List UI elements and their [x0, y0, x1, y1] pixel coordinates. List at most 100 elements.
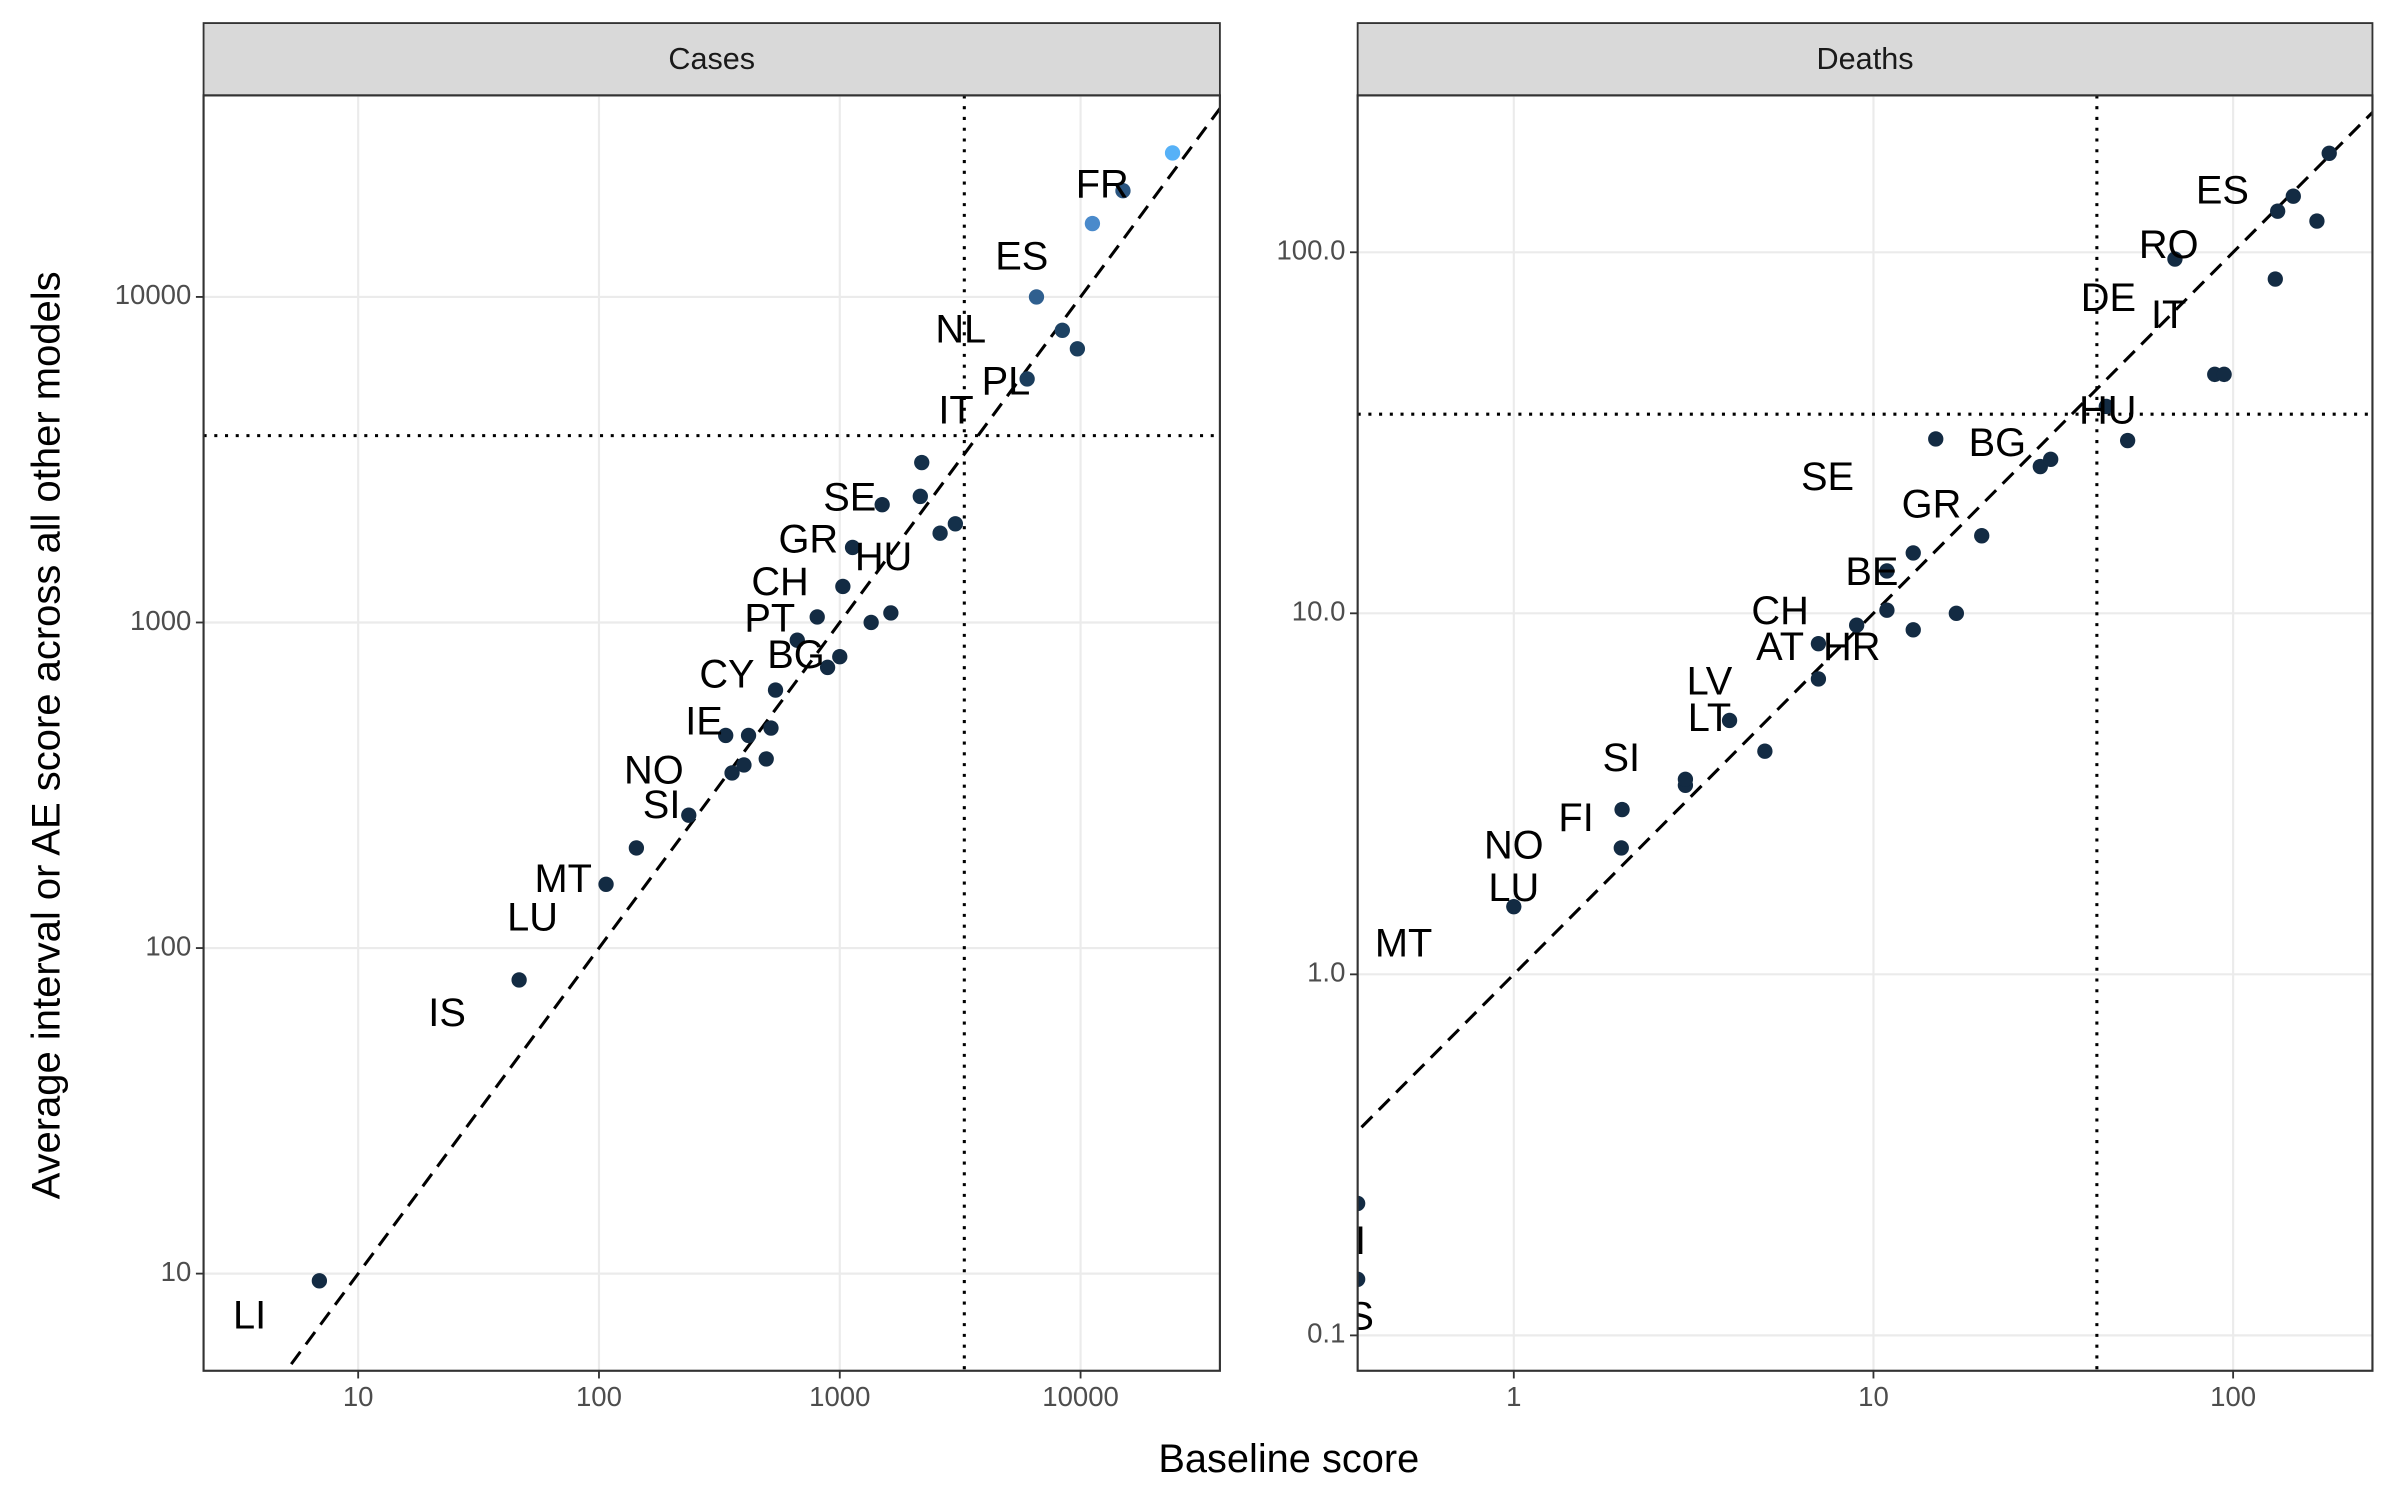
annotation: ES	[995, 234, 1048, 278]
annotation: GR	[1902, 482, 1962, 526]
point	[1810, 671, 1827, 687]
annotation: FR	[1076, 162, 1129, 206]
point	[844, 539, 861, 556]
annotation: SE	[823, 475, 876, 519]
annotation: LU	[507, 895, 558, 939]
x-tick-label: 10	[1858, 1381, 1889, 1412]
y-tick-label: 100.0	[1276, 235, 1345, 266]
point	[2216, 366, 2232, 383]
annotation: IS	[428, 991, 466, 1035]
annotation: BG	[1969, 421, 2026, 465]
annotation: PL	[982, 360, 1031, 404]
point	[1054, 322, 1070, 338]
point	[914, 454, 930, 471]
annotation: SI	[1602, 736, 1640, 780]
annotation: CY	[699, 652, 754, 696]
point	[2119, 432, 2136, 449]
annotation: PT	[744, 597, 795, 641]
point	[789, 632, 805, 648]
annotation: IT	[2151, 293, 2186, 337]
point	[1677, 771, 1694, 787]
point	[758, 751, 774, 767]
point	[1948, 605, 1964, 622]
point	[740, 727, 757, 744]
point	[1928, 431, 1944, 447]
point	[1357, 1195, 1366, 1212]
panel-border	[1356, 94, 2374, 1372]
point	[874, 497, 890, 513]
annotation: LV	[1687, 659, 1733, 703]
point	[1084, 215, 1101, 232]
annotation: IT	[938, 388, 973, 432]
annotation: BG	[767, 633, 824, 677]
point	[819, 659, 836, 676]
point	[736, 757, 752, 773]
point	[2309, 213, 2325, 229]
point	[1879, 602, 1895, 618]
annotation: DE	[2081, 276, 2136, 320]
point	[2270, 203, 2286, 219]
y-axis-title: Average interval or AE score across all …	[25, 271, 69, 1199]
annotation: NL	[935, 308, 986, 352]
point	[1028, 289, 1045, 305]
point	[1849, 617, 1865, 633]
point	[1810, 635, 1827, 652]
y-tick-label: 100	[145, 930, 191, 961]
point	[863, 614, 879, 631]
annotation: CH	[1751, 589, 1808, 633]
point	[1757, 743, 1773, 759]
annotation: NO	[624, 748, 684, 792]
point	[511, 972, 527, 988]
point	[1019, 371, 1035, 387]
point	[1069, 341, 1086, 357]
point	[724, 765, 740, 781]
annotation: HU	[855, 535, 912, 579]
y-tick-label: 1000	[130, 605, 191, 636]
point	[2098, 398, 2114, 415]
annotation: MT	[1375, 921, 1432, 965]
y-tick-label: 0.1	[1307, 1318, 1345, 1349]
annotation: MT	[534, 857, 591, 901]
y-tick-label: 10	[161, 1256, 192, 1287]
point	[947, 516, 964, 532]
x-axis-title: Baseline score	[1158, 1437, 1419, 1481]
x-tick-label: 1	[1506, 1381, 1521, 1412]
point	[2285, 188, 2301, 204]
point	[763, 720, 779, 736]
annotation: CH	[751, 560, 808, 604]
point	[2167, 251, 2183, 267]
annotation: ES	[2196, 168, 2249, 212]
panel-background	[1357, 95, 2373, 1371]
annotation: LU	[1488, 866, 1539, 910]
point	[809, 609, 825, 625]
panel: Cases 10 100 1000 10000 10 100 1000 10000 LI IS LUM…	[115, 22, 1221, 1412]
point	[1115, 183, 1131, 199]
point	[1721, 712, 1738, 729]
annotation: RO	[2139, 223, 2199, 267]
panel-background	[203, 95, 1220, 1371]
point	[2321, 145, 2337, 161]
panel-border	[202, 94, 1221, 1372]
annotation: NO	[1484, 823, 1544, 867]
point	[311, 1273, 328, 1289]
y-tick-label: 10.0	[1292, 596, 1346, 627]
x-tick-label: 10000	[1042, 1381, 1119, 1412]
strip-title: Cases	[668, 41, 755, 76]
point	[1905, 545, 1921, 561]
point	[2267, 271, 2283, 287]
annotation: AT	[1756, 625, 1804, 669]
annotation: IE	[685, 699, 723, 743]
point	[1613, 840, 1629, 856]
y-tick-label: 10000	[115, 279, 192, 310]
point	[598, 876, 614, 892]
point	[912, 488, 928, 505]
point	[2043, 451, 2059, 468]
annotation: LT	[1688, 696, 1731, 740]
point	[718, 727, 734, 744]
strip-title: Deaths	[1817, 41, 1914, 76]
point	[1879, 563, 1895, 579]
annotation: FI	[1558, 796, 1593, 840]
